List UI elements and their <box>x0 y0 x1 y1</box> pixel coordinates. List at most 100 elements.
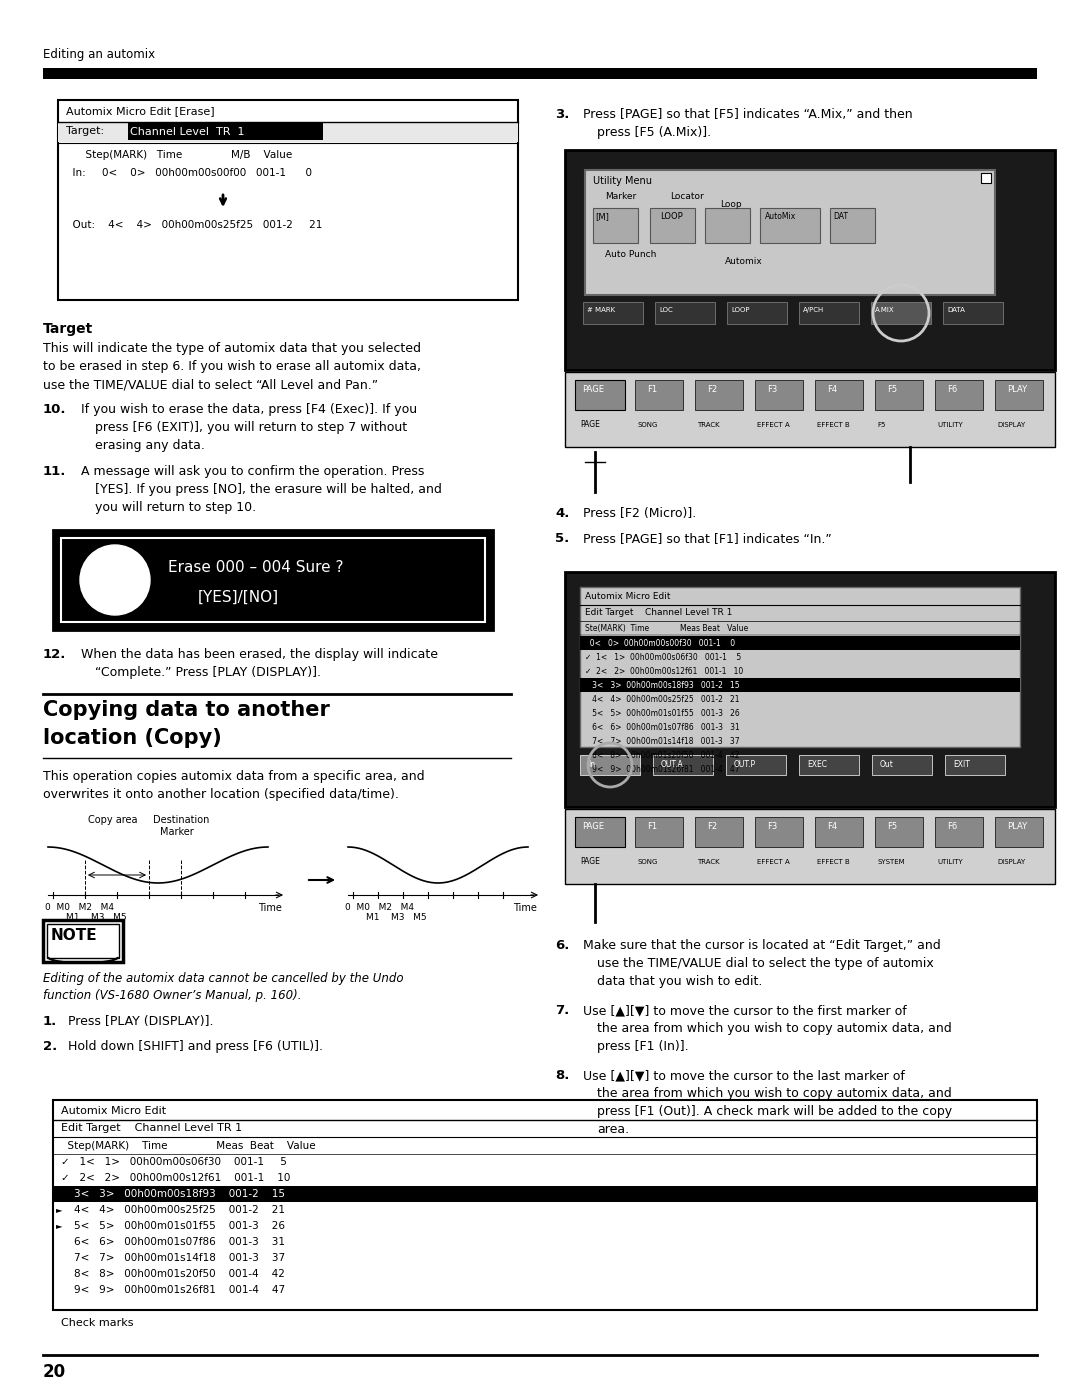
Text: Erase 000 – 004 Sure ?: Erase 000 – 004 Sure ? <box>168 560 343 576</box>
Text: In: In <box>588 760 595 768</box>
Bar <box>981 173 991 183</box>
Text: Editing an automix: Editing an automix <box>43 47 156 61</box>
Text: This will indicate the type of automix data that you selected: This will indicate the type of automix d… <box>43 342 421 355</box>
Text: ✓   2<   2>   00h00m00s12f61    001-1    10: ✓ 2< 2> 00h00m00s12f61 001-1 10 <box>60 1173 291 1183</box>
Text: M1    M3   M5: M1 M3 M5 <box>366 914 427 922</box>
Text: EFFECT A: EFFECT A <box>757 859 789 865</box>
Bar <box>565 809 1055 884</box>
Text: Make sure that the cursor is located at “Edit Target,” and: Make sure that the cursor is located at … <box>583 939 941 951</box>
Text: Marker: Marker <box>605 191 636 201</box>
Text: ✓  2<   2>  00h00m00s12f61   001-1   10: ✓ 2< 2> 00h00m00s12f61 001-1 10 <box>585 666 743 676</box>
Bar <box>575 817 625 847</box>
Bar <box>760 208 820 243</box>
Text: 5<   5>  00h00m01s01f55   001-3   26: 5< 5> 00h00m01s01f55 001-3 26 <box>585 710 740 718</box>
Text: ?: ? <box>102 570 120 599</box>
Text: Ste(MARK)  Time             Meas Beat   Value: Ste(MARK) Time Meas Beat Value <box>585 624 748 633</box>
Text: F4: F4 <box>827 821 837 831</box>
Text: Automix: Automix <box>725 257 762 265</box>
Bar <box>635 380 683 409</box>
Bar <box>995 380 1043 409</box>
Text: TRACK: TRACK <box>697 422 719 427</box>
Text: LOOP: LOOP <box>731 307 750 313</box>
Text: press [F5 (A.Mix)].: press [F5 (A.Mix)]. <box>597 126 711 138</box>
Text: EXIT: EXIT <box>953 760 970 768</box>
Bar <box>815 817 863 847</box>
Text: ✓   1<   1>   00h00m00s06f30    001-1     5: ✓ 1< 1> 00h00m00s06f30 001-1 5 <box>60 1157 287 1166</box>
Text: Target:: Target: <box>66 126 104 136</box>
Text: UTILITY: UTILITY <box>937 422 962 427</box>
Bar <box>53 529 492 630</box>
Bar <box>565 372 1055 447</box>
Text: NOTE: NOTE <box>51 928 97 943</box>
Bar <box>945 754 1005 775</box>
Text: overwrites it onto another location (specified data/time).: overwrites it onto another location (spe… <box>43 788 399 800</box>
Bar <box>580 754 640 775</box>
Text: press [F6 (EXIT)], you will return to step 7 without: press [F6 (EXIT)], you will return to st… <box>95 420 407 434</box>
Bar <box>705 208 750 243</box>
Text: to be erased in step 6. If you wish to erase all automix data,: to be erased in step 6. If you wish to e… <box>43 360 421 373</box>
Text: A message will ask you to confirm the operation. Press: A message will ask you to confirm the op… <box>81 465 424 478</box>
Bar <box>831 208 875 243</box>
Text: “Complete.” Press [PLAY (DISPLAY)].: “Complete.” Press [PLAY (DISPLAY)]. <box>95 666 321 679</box>
Bar <box>565 571 1055 807</box>
Text: Press [PAGE] so that [F5] indicates “A.Mix,” and then: Press [PAGE] so that [F5] indicates “A.M… <box>583 108 913 122</box>
Text: EFFECT B: EFFECT B <box>816 859 850 865</box>
Text: # MARK: # MARK <box>588 307 616 313</box>
Bar <box>995 817 1043 847</box>
Text: PAGE: PAGE <box>580 856 599 866</box>
Circle shape <box>80 545 150 615</box>
Text: 3.: 3. <box>555 108 569 122</box>
Text: EFFECT B: EFFECT B <box>816 422 850 427</box>
Bar <box>870 302 931 324</box>
Bar <box>755 817 804 847</box>
Text: press [F1 (In)].: press [F1 (In)]. <box>597 1039 689 1053</box>
Text: 0<   0>  00h00m00s00f30   001-1    0: 0< 0> 00h00m00s00f30 001-1 0 <box>585 638 735 648</box>
Text: 9<   9>   00h00m01s26f81    001-4    47: 9< 9> 00h00m01s26f81 001-4 47 <box>60 1285 285 1295</box>
Bar <box>799 754 859 775</box>
Text: DISPLAY: DISPLAY <box>997 859 1025 865</box>
Bar <box>43 921 123 963</box>
Text: the area from which you wish to copy automix data, and: the area from which you wish to copy aut… <box>597 1023 951 1035</box>
Text: PLAY: PLAY <box>1007 386 1027 394</box>
Text: Time: Time <box>513 902 537 914</box>
Text: 3<   3>  00h00m00s18f93   001-2   15: 3< 3> 00h00m00s18f93 001-2 15 <box>585 680 740 690</box>
Text: 7.: 7. <box>555 1004 569 1017</box>
Text: UTILITY: UTILITY <box>937 859 962 865</box>
Bar <box>583 302 643 324</box>
Bar <box>935 380 983 409</box>
Text: F6: F6 <box>947 386 957 394</box>
Text: F3: F3 <box>767 386 778 394</box>
Text: F1: F1 <box>647 821 657 831</box>
Text: 7<   7>   00h00m01s14f18    001-3    37: 7< 7> 00h00m01s14f18 001-3 37 <box>60 1253 285 1263</box>
Text: Utility Menu: Utility Menu <box>593 176 652 186</box>
Text: Time: Time <box>258 902 282 914</box>
Text: Hold down [SHIFT] and press [F6 (UTIL)].: Hold down [SHIFT] and press [F6 (UTIL)]. <box>68 1039 323 1053</box>
Bar <box>593 208 638 243</box>
Text: Copy area: Copy area <box>87 814 137 826</box>
Bar <box>755 380 804 409</box>
Text: SONG: SONG <box>637 859 658 865</box>
Bar <box>43 68 1037 80</box>
Text: 20: 20 <box>43 1363 66 1382</box>
Text: EXEC: EXEC <box>807 760 827 768</box>
Text: ►: ► <box>56 1206 63 1214</box>
Text: PAGE: PAGE <box>582 821 604 831</box>
Text: use the TIME/VALUE dial to select the type of automix: use the TIME/VALUE dial to select the ty… <box>597 957 934 970</box>
Text: In:     0<    0>   00h00m00s00f00   001-1      0: In: 0< 0> 00h00m00s00f00 001-1 0 <box>66 168 312 177</box>
Text: function (VS-1680 Owner’s Manual, p. 160).: function (VS-1680 Owner’s Manual, p. 160… <box>43 989 301 1002</box>
Text: A/PCH: A/PCH <box>804 307 824 313</box>
Bar <box>580 678 1020 692</box>
Text: F3: F3 <box>767 821 778 831</box>
Text: Copying data to another: Copying data to another <box>43 700 329 719</box>
Text: Auto Punch: Auto Punch <box>605 250 657 258</box>
Bar <box>696 817 743 847</box>
Text: A.MIX: A.MIX <box>875 307 894 313</box>
Text: Step(MARK)   Time               M/B    Value: Step(MARK) Time M/B Value <box>66 149 293 161</box>
Bar <box>585 170 995 295</box>
Text: Use [▲][▼] to move the cursor to the last marker of: Use [▲][▼] to move the cursor to the las… <box>583 1069 905 1083</box>
Text: F5: F5 <box>887 821 897 831</box>
Text: 0  M0   M2   M4: 0 M0 M2 M4 <box>45 902 114 912</box>
Text: Destination: Destination <box>153 814 210 826</box>
Text: 4.: 4. <box>555 507 569 520</box>
Bar <box>58 122 518 142</box>
